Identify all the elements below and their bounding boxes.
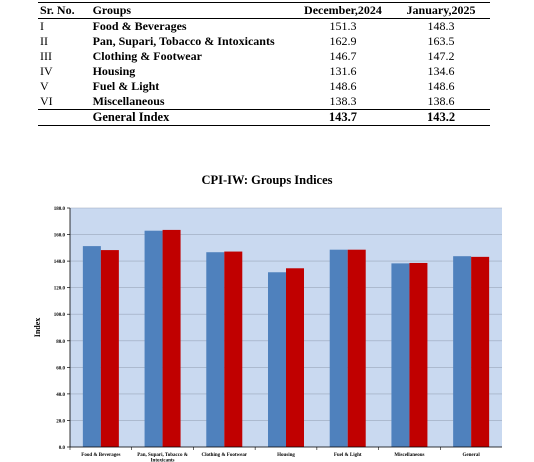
row-dec-value: 148.6 — [329, 79, 357, 93]
row-group: Miscellaneous — [92, 94, 165, 108]
bar-january-2025 — [347, 249, 366, 447]
bar-january-2025 — [409, 262, 428, 447]
axes — [67, 207, 502, 450]
y-tick-label: 140.0 — [54, 260, 66, 265]
bar-january-2025 — [162, 229, 181, 447]
x-tick-label: General — [463, 453, 481, 458]
bar-december-2024 — [268, 272, 286, 447]
row-sr-no: II — [40, 34, 48, 48]
row-dec-value: 162.9 — [329, 34, 357, 48]
bar-december-2024 — [82, 246, 101, 447]
header-jan-2025: January,2025 — [392, 2, 490, 19]
table-row: I Food & Beverages 151.3 148.3 — [38, 19, 490, 35]
y-tick-label: 100.0 — [54, 313, 66, 318]
total-label: General Index — [90, 109, 294, 126]
total-sr-no — [38, 109, 91, 126]
row-jan-value: 148.3 — [427, 19, 455, 33]
bar-january-2025 — [471, 256, 490, 447]
row-dec-value: 138.3 — [329, 94, 357, 108]
y-tick-label: 80.0 — [56, 340, 65, 345]
bar-december-2024 — [206, 252, 225, 447]
bar-december-2024 — [144, 230, 163, 447]
y-tick-label: 60.0 — [56, 366, 65, 371]
x-tick-label: Clothing & Footwear — [202, 453, 248, 458]
table-row: IV Housing 131.6 134.6 — [38, 64, 490, 79]
row-group: Pan, Supari, Tobacco & Intoxicants — [92, 34, 275, 48]
header-groups: Groups — [90, 2, 294, 19]
x-tick-label: Food & Beverages — [81, 453, 120, 458]
row-dec-value: 146.7 — [329, 49, 357, 63]
bars — [82, 229, 490, 447]
bar-december-2024 — [453, 256, 472, 447]
row-group: Fuel & Light — [92, 79, 160, 93]
row-group: Clothing & Footwear — [92, 49, 202, 63]
y-tick-label: 20.0 — [56, 419, 65, 424]
row-group: Food & Beverages — [92, 19, 187, 33]
row-dec-value: 151.3 — [329, 19, 357, 33]
total-dec-value: 143.7 — [293, 109, 393, 126]
bar-january-2025 — [224, 251, 243, 447]
header-sr-no: Sr. No. — [38, 2, 91, 19]
y-tick-label: 160.0 — [54, 234, 66, 239]
row-jan-value: 134.6 — [427, 64, 455, 78]
x-tick-label: Fuel & Light — [334, 453, 362, 458]
x-tick-label: Miscellaneous — [394, 453, 424, 458]
table-row: V Fuel & Light 148.6 148.6 — [38, 79, 490, 94]
row-jan-value: 138.6 — [427, 94, 455, 108]
table-row: VI Miscellaneous 138.3 138.6 — [38, 94, 490, 110]
y-axis-label: Index — [33, 318, 42, 338]
total-jan-value: 143.2 — [392, 109, 490, 126]
y-tick-label: 40.0 — [56, 393, 65, 398]
row-jan-value: 148.6 — [427, 79, 455, 93]
row-sr-no: IV — [40, 64, 53, 78]
tick-labels: 0.0 20.0 40.0 60.0 80.0 100.0 120.0 140.0 160.0 1… — [54, 207, 481, 462]
bar-january-2025 — [286, 268, 304, 447]
row-sr-no: I — [40, 19, 44, 33]
row-sr-no: VI — [40, 94, 53, 108]
row-dec-value: 131.6 — [329, 64, 357, 78]
bar-december-2024 — [391, 263, 410, 447]
x-tick-label: Pan, Supari, Tobacco & Intoxicants — [137, 453, 188, 462]
x-tick-label: Housing — [277, 453, 295, 458]
row-group: Housing — [92, 64, 136, 78]
cpi-groups-table: Sr. No. Groups December,2024 January,202… — [38, 2, 490, 126]
chart-title: CPI-IW: Groups Indices — [201, 173, 333, 187]
table-total-row: General Index 143.7 143.2 — [38, 109, 490, 126]
header-dec-2024: December,2024 — [293, 2, 393, 19]
bar-january-2025 — [100, 250, 119, 447]
y-tick-label: 180.0 — [54, 207, 66, 212]
table-row: III Clothing & Footwear 146.7 147.2 — [38, 49, 490, 64]
table-row: II Pan, Supari, Tobacco & Intoxicants 16… — [38, 34, 490, 49]
row-sr-no: V — [40, 79, 49, 93]
table-header-row: Sr. No. Groups December,2024 January,202… — [38, 2, 490, 19]
row-jan-value: 163.5 — [427, 34, 455, 48]
y-tick-label: 120.0 — [54, 287, 66, 292]
bar-december-2024 — [329, 249, 348, 447]
row-sr-no: III — [40, 49, 52, 63]
bar-chart: 0.0 20.0 40.0 60.0 80.0 100.0 120.0 140.0 160.0 1… — [33, 207, 502, 462]
y-tick-label: 0.0 — [59, 446, 66, 451]
row-jan-value: 147.2 — [427, 49, 455, 63]
